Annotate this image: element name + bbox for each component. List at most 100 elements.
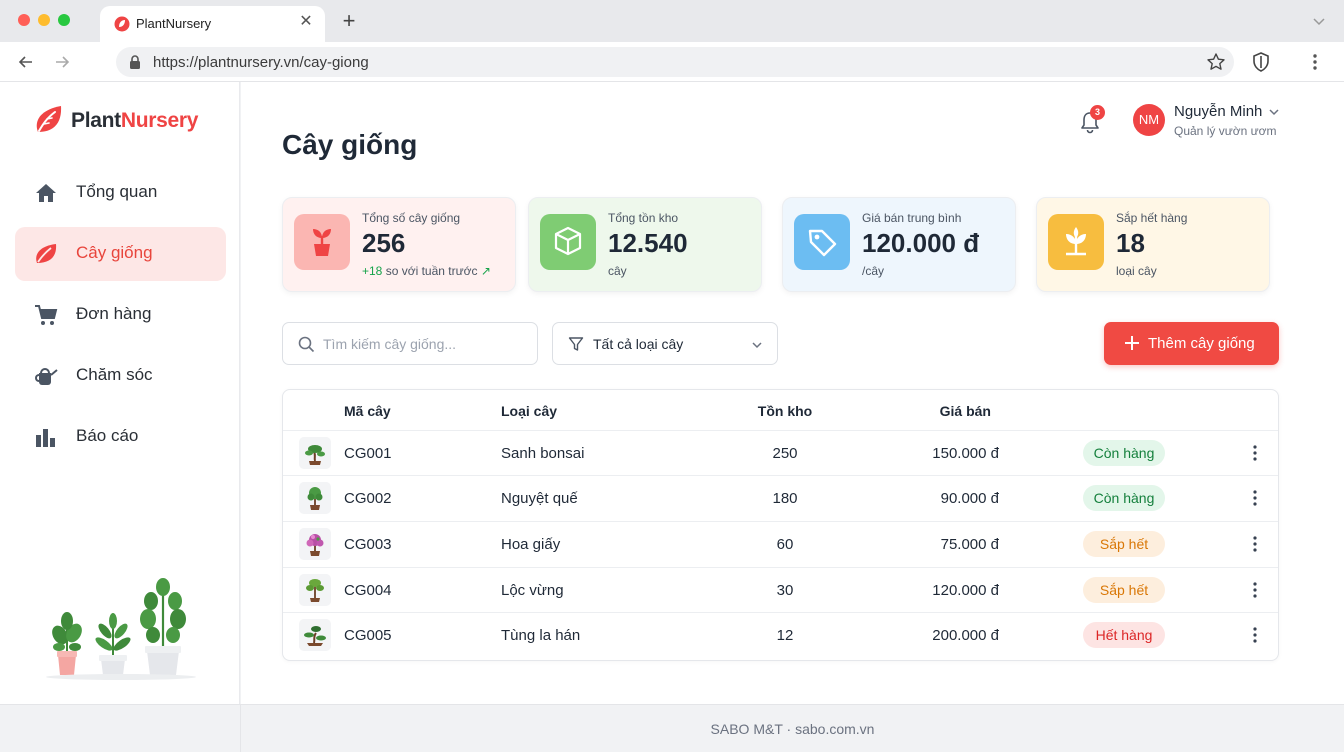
table-row[interactable]: CG005 Tùng la hán 12 200.000 đ Hết hàng [283,612,1278,658]
user-role: Quản lý vườn ươm [1174,124,1277,138]
podocarpus-thumbnail-icon [299,619,331,651]
row-more-icon[interactable] [1245,443,1265,463]
plant-warning-icon [1048,214,1104,270]
stat-value: 18 [1116,228,1145,258]
seedlings-table: Mã cây Loại cây Tồn kho Giá bán CG001 Sa… [282,389,1279,661]
bar-chart-icon [36,429,55,447]
cell-price: 90.000 đ [940,490,999,507]
table-row[interactable]: CG004 Lộc vừng 30 120.000 đ Sắp hết [283,567,1278,613]
price-tag-icon [794,214,850,270]
filter-selected-value: Tất cả loại cây [593,336,684,352]
sidebar-item-seedlings[interactable]: Cây giống [15,227,226,281]
cell-code: CG002 [344,490,392,507]
table-row[interactable]: CG001 Sanh bonsai 250 150.000 đ Còn hàng [283,430,1278,476]
stat-value: 256 [362,228,406,258]
status-badge: Hết hàng [1083,622,1165,648]
cell-code: CG004 [344,582,392,599]
shield-icon[interactable] [1251,51,1271,73]
stat-sub: +18 so với tuần trước ↗ [362,264,491,278]
sidebar-item-label: Chăm sóc [76,365,153,384]
sidebar-item-care[interactable]: Chăm sóc [15,349,226,403]
sidebar-item-label: Cây giống [76,243,153,262]
sidebar-item-orders[interactable]: Đơn hàng [15,288,226,342]
plant-type-filter-select[interactable]: Tất cả loại cây [552,322,778,365]
cell-code: CG005 [344,627,392,644]
row-more-icon[interactable] [1245,534,1265,554]
row-more-icon[interactable] [1245,488,1265,508]
logo-leaf-icon [36,106,62,132]
stat-value: 12.540 [608,228,688,258]
stat-card-total-stock: Tổng tồn kho 12.540 cây [528,197,762,292]
browser-address-bar: https://plantnursery.vn/cay-giong [0,42,1344,82]
row-more-icon[interactable] [1245,625,1265,645]
forward-arrow-icon[interactable] [52,52,72,72]
favicon-leaf-icon [114,16,130,32]
main-content: 3 NM Nguyễn Minh Quản lý vườn ươm Cây gi… [241,82,1344,704]
cell-stock: 30 [776,582,794,599]
loc-vung-thumbnail-icon [299,574,331,606]
stat-label: Tổng số cây giống [362,211,461,225]
back-arrow-icon[interactable] [16,52,36,72]
cell-code: CG001 [344,445,392,462]
status-badge: Sắp hết [1083,577,1165,603]
brand-name: PlantNursery [71,109,199,132]
cell-type: Lộc vừng [501,582,564,599]
sidebar-item-overview[interactable]: Tổng quan [15,166,226,220]
table-row[interactable]: CG002 Nguyệt quế 180 90.000 đ Còn hàng [283,475,1278,521]
potted-plants-illustration [46,578,196,680]
footer: SABO M&T · sabo.com.vn [241,704,1344,752]
stat-label: Tổng tồn kho [608,211,679,225]
stat-value: 120.000 đ [862,228,980,258]
search-input[interactable] [323,331,528,357]
leaf-icon [36,244,57,263]
column-header-stock[interactable]: Tồn kho [757,403,813,419]
column-header-code[interactable]: Mã cây [344,403,391,419]
url-field[interactable]: https://plantnursery.vn/cay-giong [116,47,1234,77]
browser-tab[interactable]: PlantNursery ✕ [100,6,325,42]
stat-sub: loại cây [1116,264,1157,278]
add-seedling-label: Thêm cây giống [1148,335,1255,352]
window-minimize-button[interactable] [38,14,50,26]
lock-icon [130,55,140,69]
plus-icon [1125,336,1139,350]
cell-type: Hoa giấy [501,536,561,553]
add-seedling-button[interactable]: Thêm cây giống [1104,322,1279,365]
sidebar: PlantNursery Tổng quan Cây giống Đơn hàn… [0,82,240,704]
sidebar-item-label: Tổng quan [76,182,158,201]
window-maximize-button[interactable] [58,14,70,26]
cart-icon [35,305,58,325]
home-icon [36,184,56,202]
new-tab-icon[interactable]: + [342,8,356,33]
search-icon [298,336,315,353]
cell-code: CG003 [344,536,392,553]
sidebar-item-label: Báo cáo [76,426,139,445]
cell-stock: 12 [776,627,794,644]
table-row[interactable]: CG003 Hoa giấy 60 75.000 đ Sắp hết [283,521,1278,567]
stat-label: Sắp hết hàng [1116,211,1188,225]
user-name[interactable]: Nguyễn Minh [1174,103,1263,120]
trend-up-arrow-icon: ↗ [480,264,491,278]
cell-type: Tùng la hán [501,627,581,644]
stat-card-total-seedlings: Tổng số cây giống 256 +18 so với tuần tr… [282,197,516,292]
chevron-down-icon[interactable] [1268,106,1280,118]
footer-sidebar-area [0,704,241,752]
tab-list-chevron-icon[interactable] [1312,16,1326,26]
avatar[interactable]: NM [1133,104,1165,136]
browser-menu-icon[interactable] [1305,52,1325,72]
stat-card-low-stock: Sắp hết hàng 18 loại cây [1036,197,1270,292]
bookmark-star-icon[interactable] [1206,52,1226,72]
column-header-type[interactable]: Loại cây [501,403,558,419]
cell-type: Nguyệt quế [501,490,578,507]
window-close-button[interactable] [18,14,30,26]
cell-stock: 180 [772,490,798,507]
sidebar-item-reports[interactable]: Báo cáo [15,410,226,464]
row-more-icon[interactable] [1245,580,1265,600]
cell-stock: 60 [776,536,794,553]
page-title: Cây giống [282,129,418,160]
tab-close-icon[interactable]: ✕ [299,13,313,30]
stat-sub: /cây [862,264,885,278]
status-badge: Còn hàng [1083,440,1165,466]
tab-title: PlantNursery [136,16,212,31]
box-icon [540,214,596,270]
column-header-price[interactable]: Giá bán [939,403,991,419]
